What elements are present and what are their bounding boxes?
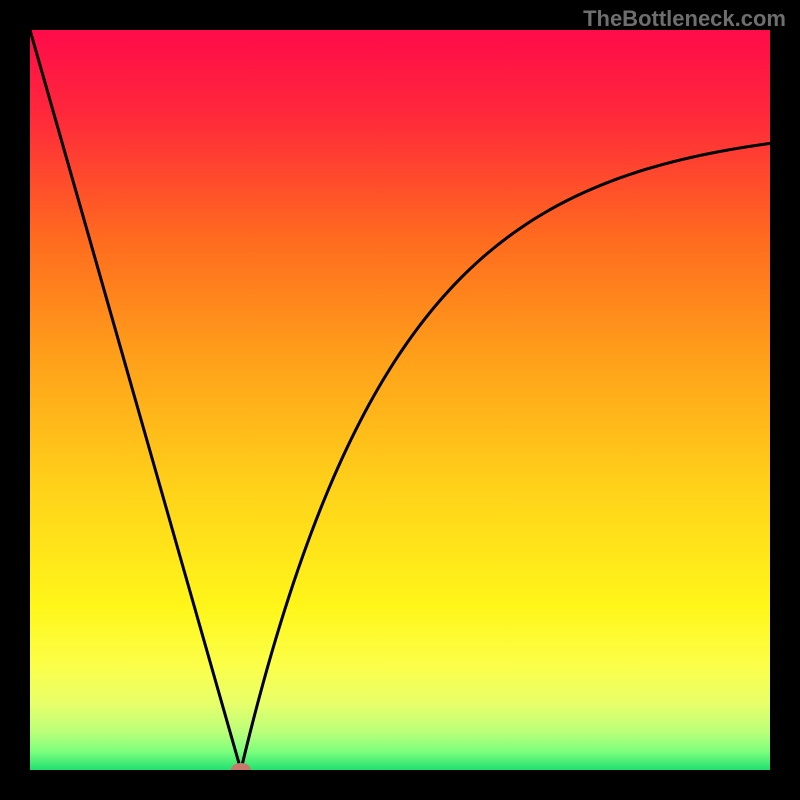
watermark-text: TheBottleneck.com xyxy=(583,6,786,32)
gradient-background xyxy=(30,30,770,770)
plot-area xyxy=(30,30,770,770)
chart-frame: TheBottleneck.com xyxy=(0,0,800,800)
